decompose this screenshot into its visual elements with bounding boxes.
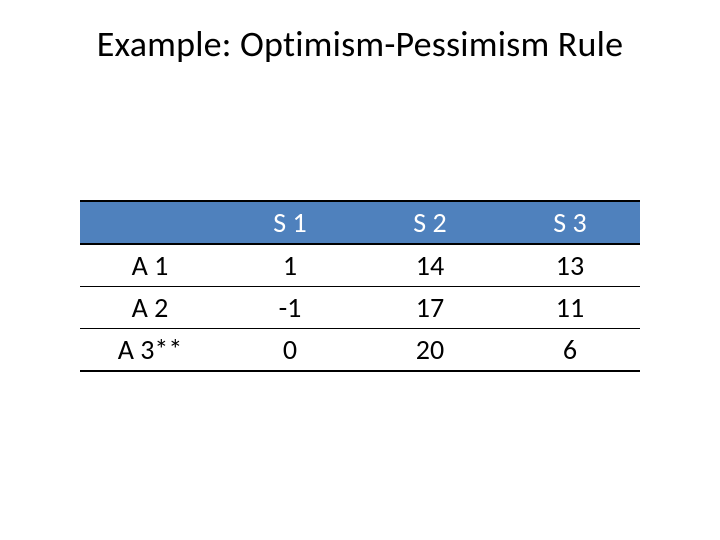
decision-table: S 1 S 2 S 3 A 1 1 14 13 A 2 -1 17 11 [80, 200, 640, 372]
header-s1: S 1 [220, 201, 360, 244]
cell-a3-s1: 0 [220, 329, 360, 372]
cell-a2-s1: -1 [220, 287, 360, 329]
cell-a2-s3: 11 [500, 287, 640, 329]
slide: Example: Optimism-Pessimism Rule S 1 S 2… [0, 0, 720, 540]
header-s3: S 3 [500, 201, 640, 244]
table-row: A 1 1 14 13 [80, 244, 640, 287]
header-blank [80, 201, 220, 244]
cell-a3-s3: 6 [500, 329, 640, 372]
row-label-a3: A 3** [80, 329, 220, 372]
header-s2: S 2 [360, 201, 500, 244]
row-label-a2: A 2 [80, 287, 220, 329]
cell-a3-s2: 20 [360, 329, 500, 372]
cell-a1-s1: 1 [220, 244, 360, 287]
row-label-a1: A 1 [80, 244, 220, 287]
cell-a1-s3: 13 [500, 244, 640, 287]
table: S 1 S 2 S 3 A 1 1 14 13 A 2 -1 17 11 [80, 200, 640, 372]
table-row: A 3** 0 20 6 [80, 329, 640, 372]
cell-a2-s2: 17 [360, 287, 500, 329]
table-row: A 2 -1 17 11 [80, 287, 640, 329]
table-header-row: S 1 S 2 S 3 [80, 201, 640, 244]
slide-title: Example: Optimism-Pessimism Rule [0, 22, 720, 66]
cell-a1-s2: 14 [360, 244, 500, 287]
